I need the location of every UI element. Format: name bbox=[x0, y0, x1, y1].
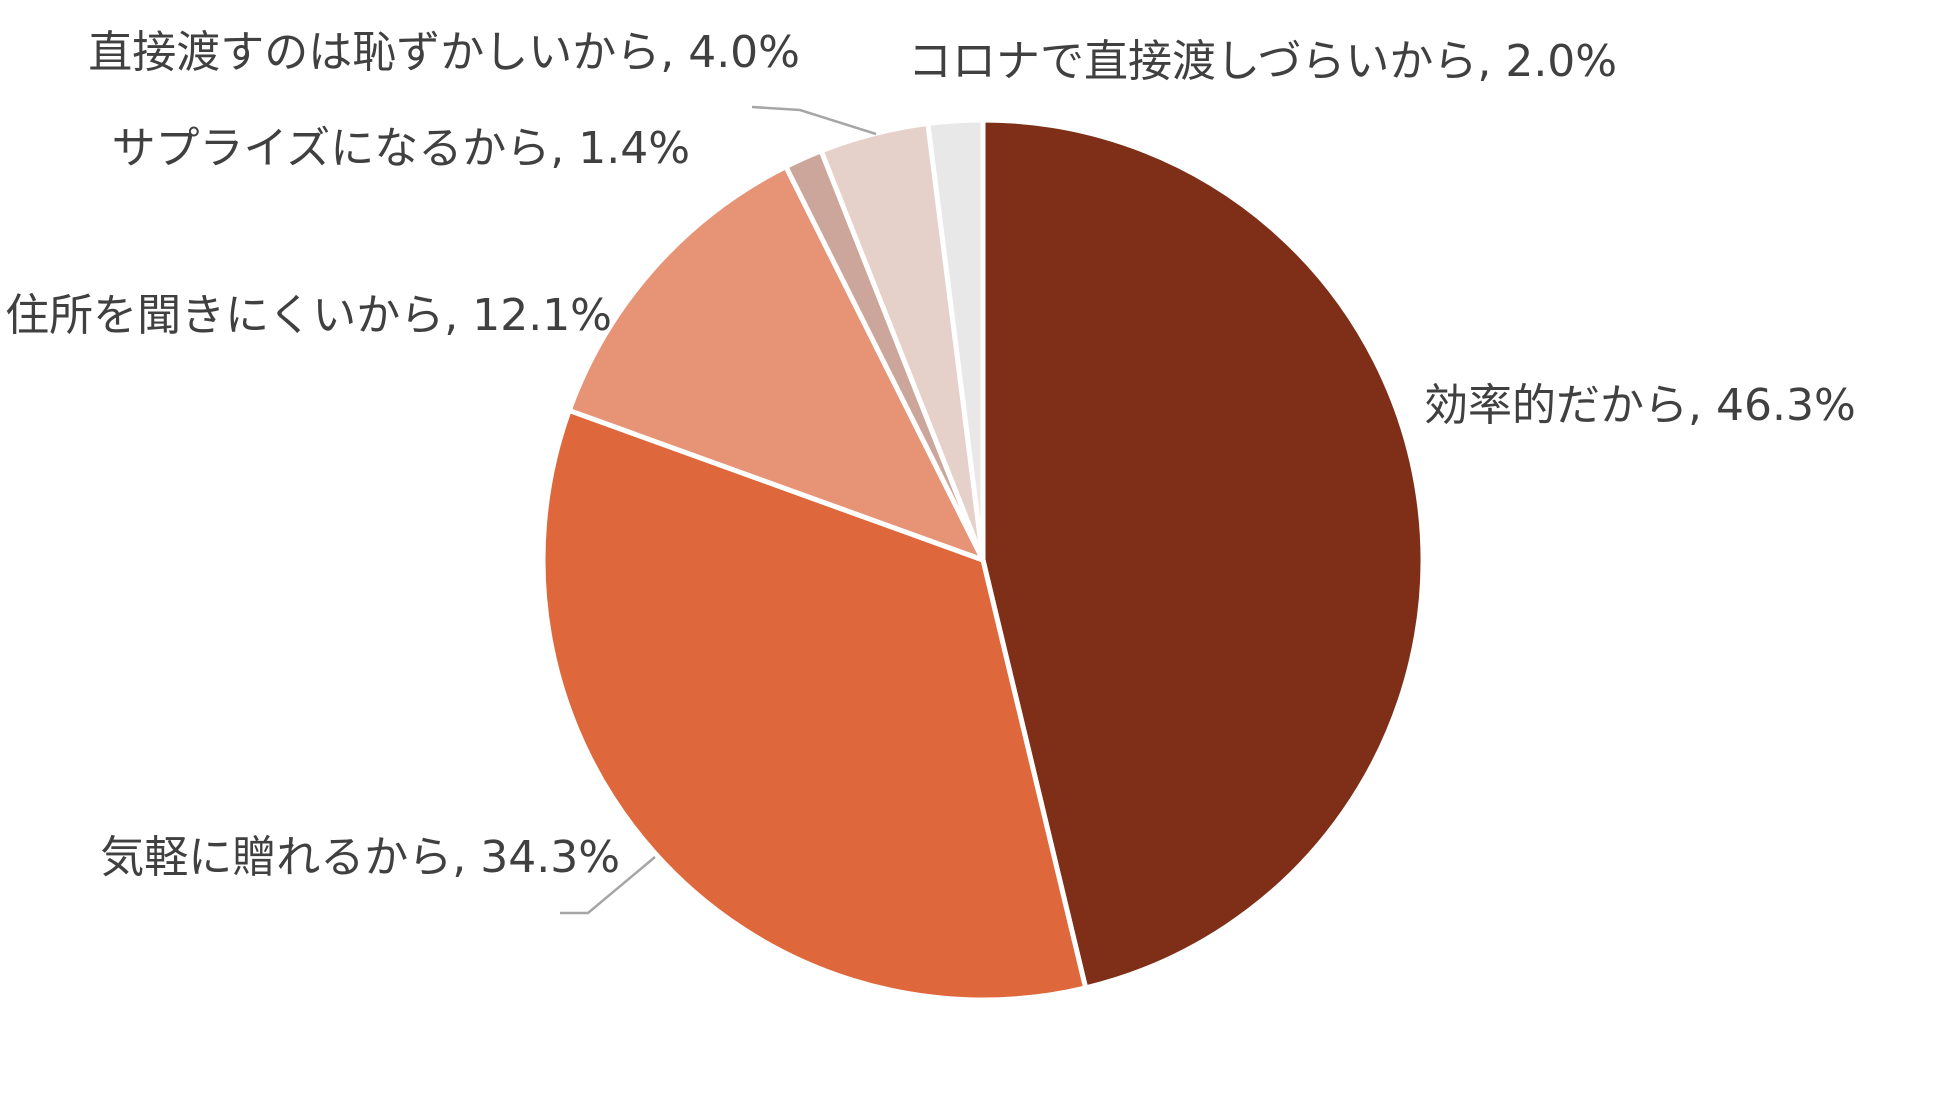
pie-slice-easy-to-send bbox=[540, 407, 1089, 1003]
data-label-efficient: 効率的だから, 46.3% bbox=[1424, 380, 1856, 431]
pie-slices bbox=[540, 117, 1426, 1003]
pie-slice-efficient bbox=[980, 117, 1426, 991]
data-label-easy-to-send: 気軽に贈れるから, 34.3% bbox=[100, 832, 620, 883]
data-label-surprise: サプライズになるから, 1.4% bbox=[112, 123, 690, 174]
data-label-hard-to-ask-address: 住所を聞きにくいから, 12.1% bbox=[5, 290, 612, 341]
leader-line-easy-to-send bbox=[560, 856, 656, 915]
pie-slice-covid-hand-over bbox=[925, 117, 986, 563]
data-label-covid-hand-over: コロナで直接渡しづらいから, 2.0% bbox=[908, 36, 1617, 87]
data-label-embarrassed-hand-over: 直接渡すのは恥ずかしいから, 4.0% bbox=[88, 27, 800, 78]
data-labels: 効率的だから, 46.3% 気軽に贈れるから, 34.3% 住所を聞きにくいから, … bbox=[5, 27, 1856, 883]
pie-slice-hard-to-ask-address bbox=[566, 164, 986, 563]
leader-line-embarrassed-hand-over bbox=[751, 105, 877, 136]
leader-lines bbox=[560, 105, 877, 915]
